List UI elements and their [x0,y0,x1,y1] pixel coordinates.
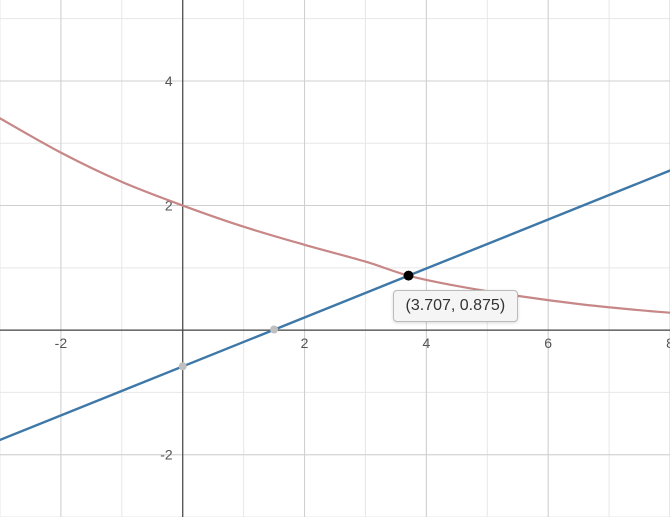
tooltip-text: (3.707, 0.875) [406,297,506,314]
chart-container: -22468-224 (3.707, 0.875) [0,0,670,517]
svg-text:-2: -2 [55,335,68,351]
point-tooltip: (3.707, 0.875) [393,290,519,322]
chart-svg[interactable]: -22468-224 [0,0,670,517]
svg-text:6: 6 [544,335,552,351]
marker-point[interactable] [404,271,414,281]
svg-text:4: 4 [422,335,430,351]
svg-text:4: 4 [165,73,173,89]
svg-text:2: 2 [301,335,309,351]
svg-text:-2: -2 [160,447,173,463]
svg-text:8: 8 [666,335,670,351]
marker-point[interactable] [179,362,187,370]
marker-point[interactable] [270,326,278,334]
